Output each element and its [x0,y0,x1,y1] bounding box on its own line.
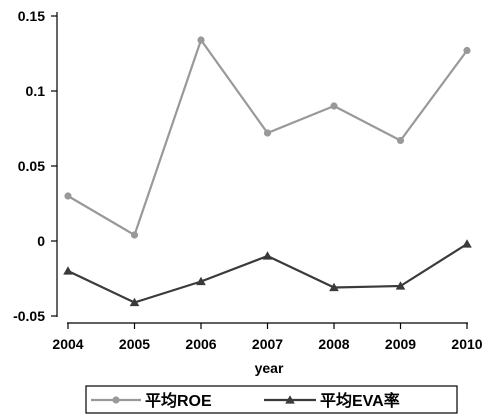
series-line [67,38,468,237]
x-tick-label: 2006 [185,336,216,352]
data-point [463,46,471,55]
y-tick-label: 0.1 [26,83,46,99]
series-layer [63,36,472,307]
y-tick-label: 0 [37,233,45,249]
data-point [396,136,405,145]
data-point [130,231,139,239]
y-tick-label: 0.05 [18,158,45,174]
data-point [262,251,273,260]
data-point [395,281,406,290]
data-point [196,276,206,286]
legend-label: 平均ROE [145,391,212,410]
data-point [462,239,472,248]
data-point [263,129,272,137]
x-tick-label: 2004 [52,336,83,352]
data-point [197,36,205,44]
x-axis-title: year [255,360,284,376]
series-1 [64,36,471,239]
y-tick-label: -0.05 [13,308,45,324]
legend-item-1: 平均ROE [91,391,212,410]
data-point [63,266,73,275]
x-axis: 2004 2005 2006 2007 2008 2009 2010 [52,322,483,352]
x-tick-label: 2009 [385,336,416,352]
x-tick-label: 2007 [252,336,283,352]
data-point [64,192,72,200]
data-point [330,102,338,110]
legend: 平均ROE 平均EVA率 [85,385,458,414]
series-2 [63,239,472,307]
x-tick-label: 2005 [119,336,150,352]
legend-item-2: 平均EVA率 [264,391,400,410]
data-point [129,297,140,307]
y-tick-label: 0.15 [18,8,45,24]
x-tick-label: 2010 [451,336,482,352]
legend-label: 平均EVA率 [320,391,400,410]
data-point [329,282,339,292]
x-tick-label: 2008 [318,336,349,352]
y-axis: -0.05 0 0.05 0.1 0.15 [13,8,58,324]
legend-swatch-marker [112,396,120,404]
legend-swatch-marker [285,395,295,404]
